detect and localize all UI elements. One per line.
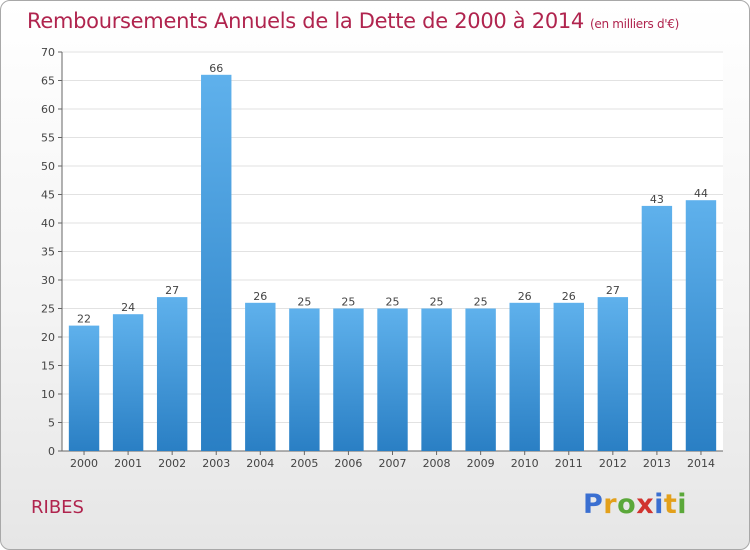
- y-tick-label: 20: [41, 331, 55, 344]
- bar-2013: [641, 205, 673, 451]
- y-tick-label: 55: [41, 132, 55, 145]
- bar-2001: [112, 314, 144, 451]
- data-label-2004: 26: [253, 290, 267, 303]
- data-label-2007: 25: [386, 296, 400, 309]
- y-tick-label: 45: [41, 189, 55, 202]
- bar-2011: [553, 302, 584, 451]
- x-tick-label-2012: 2012: [599, 457, 627, 470]
- chart-title-unit: (en milliers d'€): [590, 17, 680, 31]
- bar-2000: [68, 325, 100, 451]
- x-tick-label-2006: 2006: [334, 457, 362, 470]
- data-label-2009: 25: [474, 296, 488, 309]
- x-tick-label-2001: 2001: [114, 457, 142, 470]
- y-tick-label: 5: [48, 417, 55, 430]
- y-tick-label: 65: [41, 75, 55, 88]
- data-label-2001: 24: [121, 301, 135, 314]
- bar-2006: [333, 308, 364, 451]
- bar-2014: [685, 200, 717, 451]
- data-label-2013: 43: [650, 193, 664, 206]
- data-label-2012: 27: [606, 284, 620, 297]
- bar-2012: [597, 297, 629, 451]
- data-label-2008: 25: [430, 296, 444, 309]
- data-label-2011: 26: [562, 290, 576, 303]
- y-tick-label: 35: [41, 246, 55, 259]
- data-label-2006: 25: [341, 296, 355, 309]
- data-label-2003: 66: [209, 62, 223, 75]
- data-label-2002: 27: [165, 284, 179, 297]
- x-tick-label-2011: 2011: [555, 457, 583, 470]
- x-tick-label-2014: 2014: [687, 457, 715, 470]
- x-tick-label-2010: 2010: [511, 457, 539, 470]
- x-tick-label-2009: 2009: [467, 457, 495, 470]
- bar-2010: [509, 302, 540, 451]
- x-tick-label-2013: 2013: [643, 457, 671, 470]
- bar-2007: [377, 308, 408, 451]
- bar-2009: [465, 308, 496, 451]
- data-label-2005: 25: [297, 296, 311, 309]
- bar-2004: [245, 302, 276, 451]
- chart-title-text: Remboursements Annuels de la Dette de 20…: [27, 9, 584, 33]
- y-tick-label: 10: [41, 388, 55, 401]
- x-tick-label-2000: 2000: [70, 457, 98, 470]
- y-tick-label: 25: [41, 303, 55, 316]
- proxiti-logo: Proxiti: [583, 489, 688, 520]
- x-tick-label-2008: 2008: [423, 457, 451, 470]
- y-tick-label: 15: [41, 360, 55, 373]
- y-tick-label: 70: [41, 46, 55, 59]
- chart-title: Remboursements Annuels de la Dette de 20…: [27, 9, 679, 33]
- y-tick-label: 60: [41, 103, 55, 116]
- data-label-2000: 22: [77, 313, 91, 326]
- town-label: RIBES: [31, 497, 84, 518]
- x-tick-label-2003: 2003: [202, 457, 230, 470]
- data-label-2010: 26: [518, 290, 532, 303]
- y-tick-label: 0: [48, 445, 55, 458]
- y-tick-label: 50: [41, 160, 55, 173]
- bar-2002: [156, 297, 188, 451]
- bar-2005: [289, 308, 320, 451]
- y-tick-label: 30: [41, 274, 55, 287]
- y-tick-label: 40: [41, 217, 55, 230]
- data-label-2014: 44: [694, 187, 708, 200]
- bar-2003: [201, 74, 232, 452]
- bar-2008: [421, 308, 452, 451]
- x-tick-label-2004: 2004: [246, 457, 274, 470]
- x-tick-label-2005: 2005: [290, 457, 318, 470]
- x-tick-label-2007: 2007: [379, 457, 407, 470]
- x-tick-label-2002: 2002: [158, 457, 186, 470]
